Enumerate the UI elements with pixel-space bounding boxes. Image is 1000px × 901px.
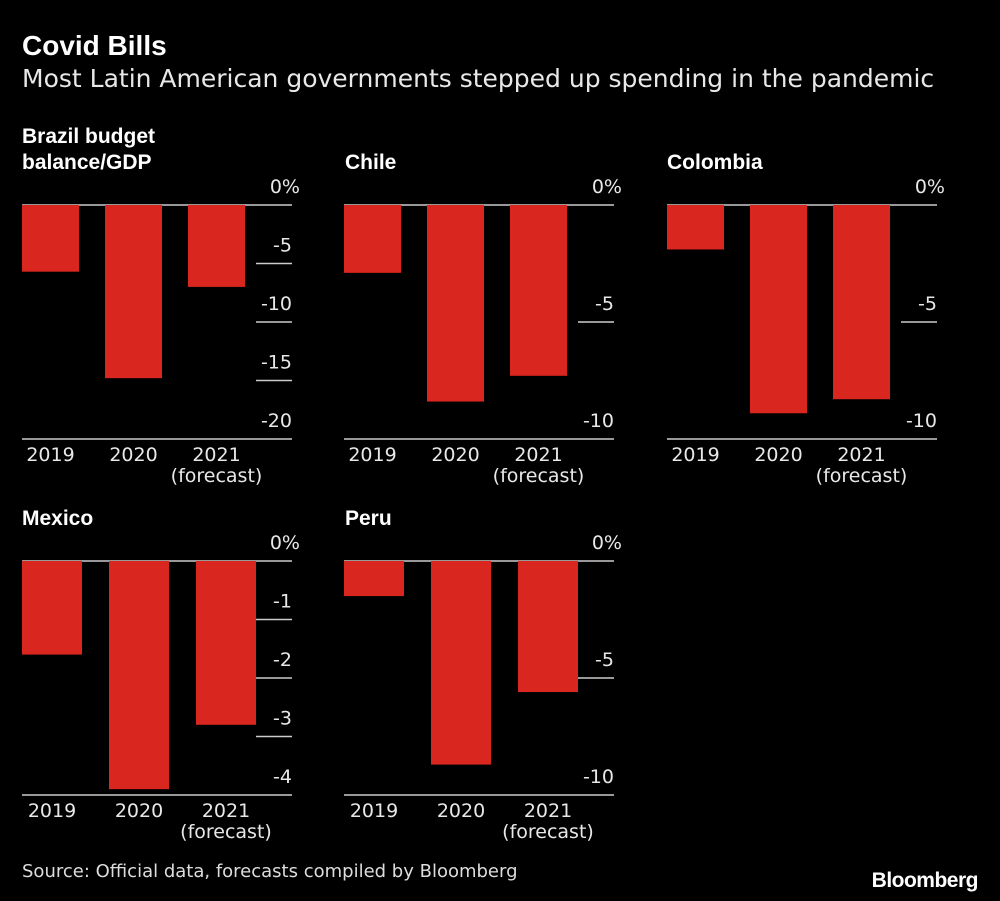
panel-title-brazil: Brazil budget balance/GDP — [22, 124, 155, 176]
category-sublabel: (forecast) — [493, 465, 585, 487]
category-label: 2019 — [350, 800, 398, 822]
bar-2021 — [188, 205, 245, 287]
chart-chile: 0% -5 -10 2019 2020 2021(forecast) — [344, 176, 622, 487]
category-label: 2020 — [109, 444, 157, 466]
panel-title-line: balance/GDP — [22, 151, 152, 174]
tick-label: -3 — [273, 708, 292, 730]
chart-mexico: 0% -1 -2 -3 -4 2019 2020 2021(forecast) — [22, 532, 300, 843]
bar-2020 — [431, 561, 491, 765]
bar-2020 — [109, 561, 169, 790]
category-label: 2021 — [192, 444, 240, 466]
tick-label: -10 — [906, 410, 937, 432]
bar-2019 — [22, 205, 79, 272]
category-sublabel: (forecast) — [502, 821, 594, 843]
category-label: 2020 — [115, 800, 163, 822]
category-label: 2019 — [28, 800, 76, 822]
tick-label: -10 — [583, 410, 614, 432]
panel-title-peru: Peru — [345, 507, 392, 530]
tick-label: -20 — [261, 410, 292, 432]
category-label: 2019 — [26, 444, 74, 466]
tick-label: -5 — [918, 293, 937, 315]
chart-colombia: 0% -5 -10 2019 2020 2021(forecast) — [667, 176, 945, 487]
category-label: 2021 — [837, 444, 885, 466]
bar-2019 — [344, 561, 404, 597]
tick-label: 0% — [592, 176, 622, 198]
panel-title-mexico: Mexico — [22, 507, 94, 530]
tick-label: -5 — [595, 293, 614, 315]
category-label: 2021 — [524, 800, 572, 822]
category-label: 2020 — [754, 444, 802, 466]
bar-2021 — [196, 561, 256, 725]
panel-title-colombia: Colombia — [667, 151, 763, 174]
chart-brazil: 0% -5 -10 -15 -20 2019 2020 2021(forecast) — [22, 176, 300, 487]
category-label: 2020 — [431, 444, 479, 466]
tick-label: 0% — [592, 532, 622, 554]
category-sublabel: (forecast) — [816, 465, 908, 487]
category-label: 2020 — [437, 800, 485, 822]
chart-peru: 0% -5 -10 2019 2020 2021(forecast) — [344, 532, 622, 843]
tick-label: -10 — [261, 293, 292, 315]
bar-2021 — [510, 205, 567, 376]
category-label: 2019 — [348, 444, 396, 466]
source-note: Source: Official data, forecasts compile… — [22, 861, 518, 882]
bar-2020 — [427, 205, 484, 402]
tick-label: -2 — [273, 649, 292, 671]
tick-label: 0% — [915, 176, 945, 198]
tick-label: -15 — [261, 352, 292, 374]
category-sublabel: (forecast) — [180, 821, 272, 843]
bar-2021 — [833, 205, 890, 400]
bar-2020 — [105, 205, 162, 379]
panel-title-chile: Chile — [345, 151, 397, 174]
category-label: 2021 — [514, 444, 562, 466]
chart-title: Covid Bills — [22, 30, 167, 61]
tick-label: -5 — [273, 235, 292, 257]
tick-label: -1 — [273, 591, 292, 613]
category-label: 2021 — [202, 800, 250, 822]
bar-2019 — [667, 205, 724, 250]
category-label: 2019 — [671, 444, 719, 466]
tick-label: -10 — [583, 766, 614, 788]
bloomberg-logo: Bloomberg — [871, 869, 979, 892]
tick-label: 0% — [270, 176, 300, 198]
panel-title-line: Brazil budget — [22, 125, 156, 148]
bar-2020 — [750, 205, 807, 414]
tick-label: -4 — [273, 766, 292, 788]
tick-label: 0% — [270, 532, 300, 554]
bar-2019 — [22, 561, 82, 655]
chart-subtitle: Most Latin American governments stepped … — [22, 64, 935, 93]
category-sublabel: (forecast) — [171, 465, 263, 487]
tick-label: -5 — [595, 649, 614, 671]
bar-2021 — [518, 561, 578, 693]
bar-2019 — [344, 205, 401, 273]
